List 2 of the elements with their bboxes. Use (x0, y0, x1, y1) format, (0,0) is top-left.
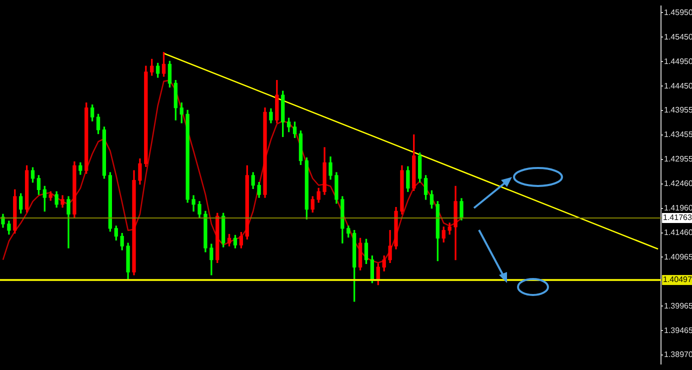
ref-line-label: 1.41763 (663, 213, 692, 222)
ref-line-label: 1.40497 (663, 275, 692, 284)
